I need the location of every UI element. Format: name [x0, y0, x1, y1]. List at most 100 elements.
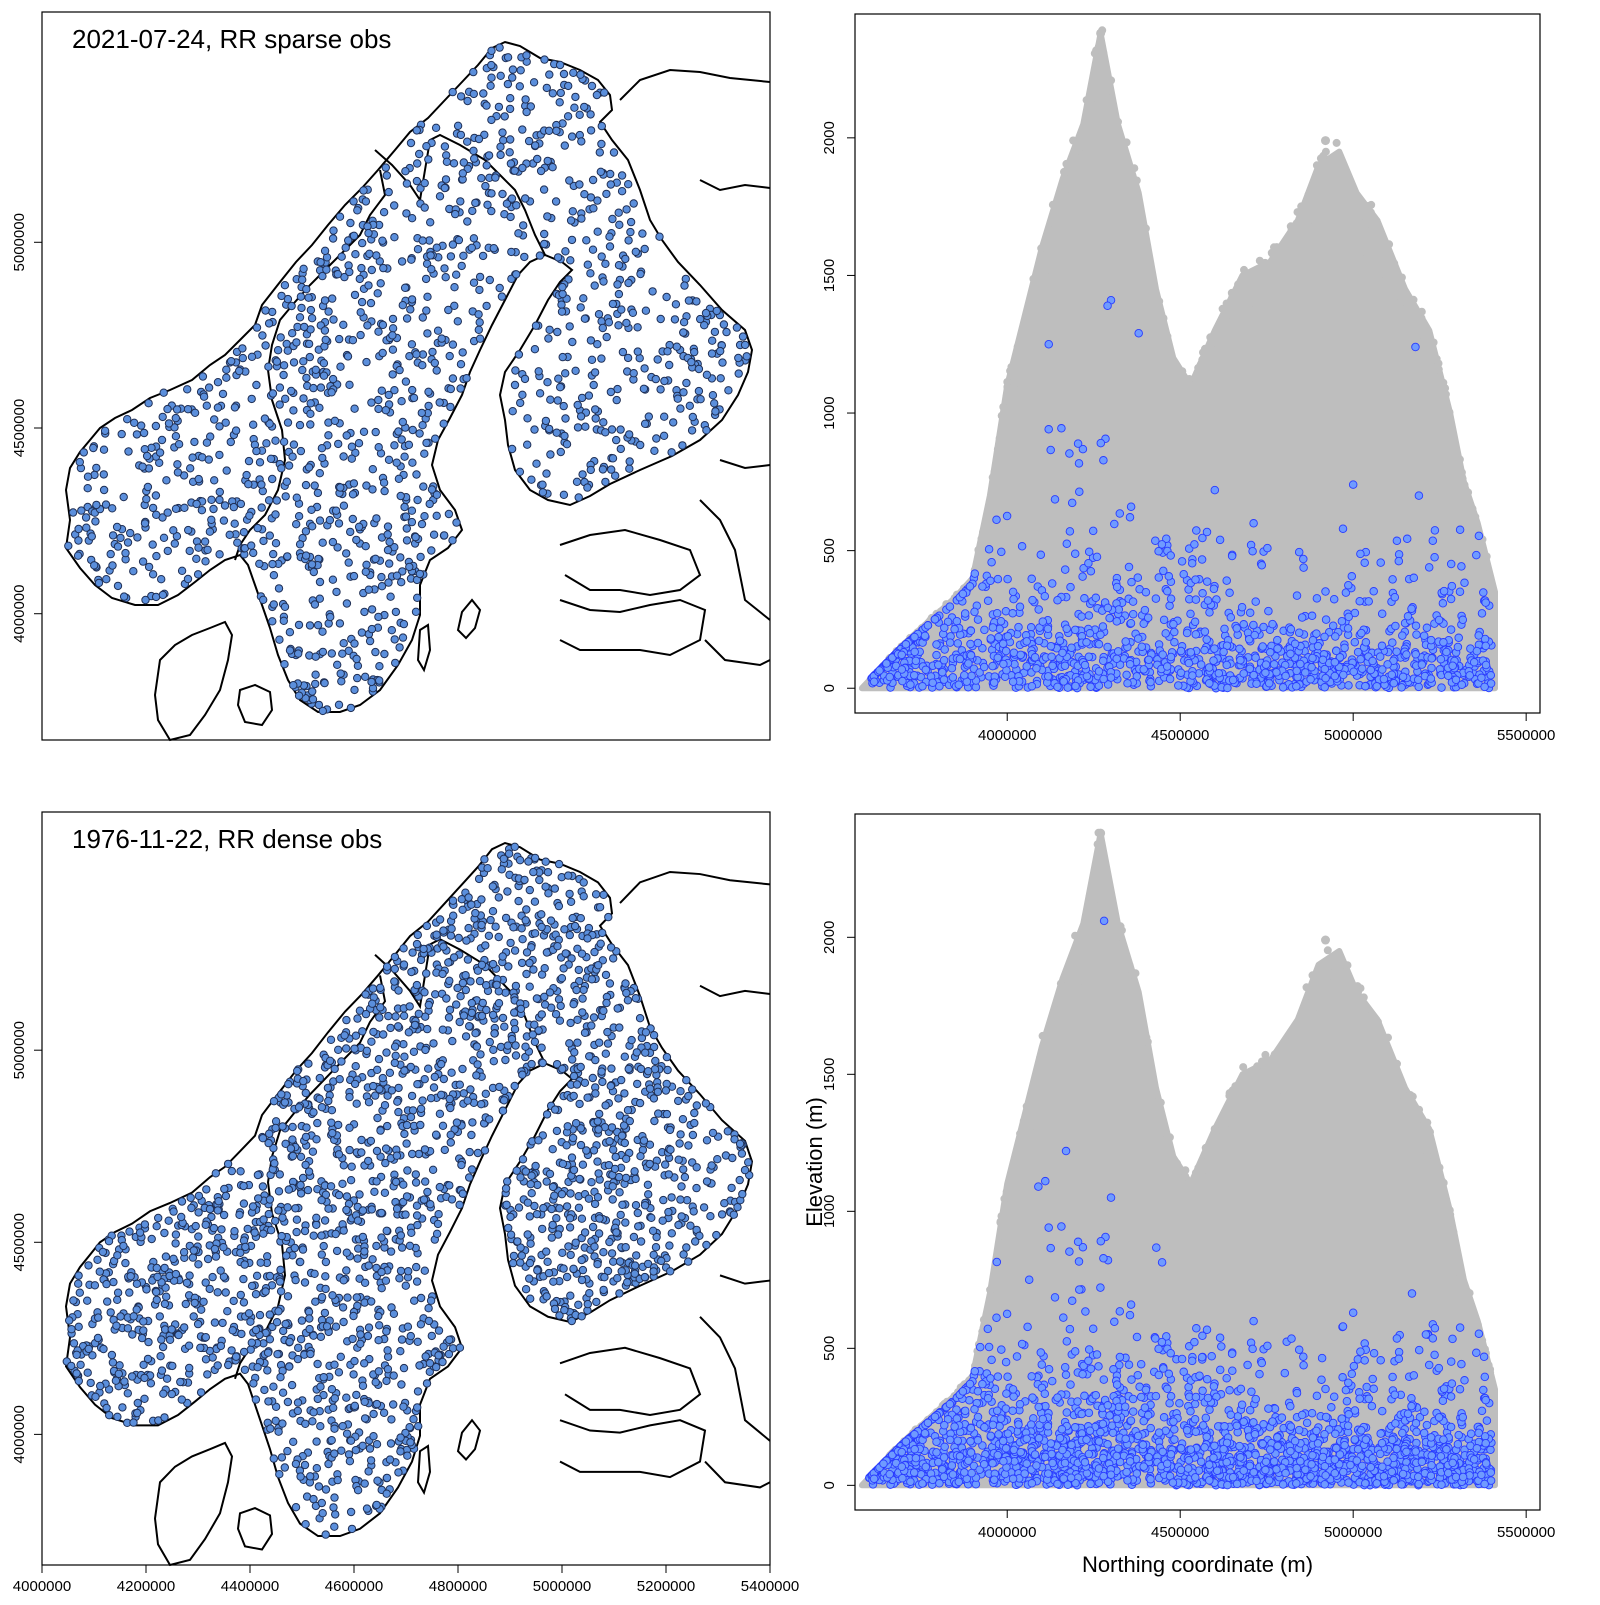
- station-point: [621, 1053, 628, 1060]
- grid-point: [1195, 382, 1203, 390]
- station-point: [319, 648, 326, 655]
- station-point: [569, 338, 576, 345]
- station-point: [236, 367, 243, 374]
- observation-point: [933, 641, 941, 649]
- station-point: [441, 184, 448, 191]
- station-point: [109, 505, 116, 512]
- station-point: [376, 677, 383, 684]
- station-point: [141, 520, 148, 527]
- station-point: [500, 855, 507, 862]
- station-point: [734, 1204, 741, 1211]
- station-point: [568, 236, 575, 243]
- station-point: [124, 539, 131, 546]
- station-point: [395, 475, 402, 482]
- station-point: [573, 478, 580, 485]
- grid-point: [1356, 232, 1364, 240]
- station-point: [480, 90, 487, 97]
- station-point: [498, 293, 505, 300]
- station-point: [297, 1258, 304, 1265]
- station-point: [270, 601, 277, 608]
- station-point: [599, 1078, 606, 1085]
- station-point: [141, 446, 148, 453]
- station-point: [290, 359, 297, 366]
- station-point: [458, 896, 465, 903]
- station-point: [475, 311, 482, 318]
- station-point: [378, 387, 385, 394]
- station-point: [507, 213, 514, 220]
- station-point: [440, 1075, 447, 1082]
- station-point: [354, 207, 361, 214]
- station-point: [350, 232, 357, 239]
- station-point: [251, 1229, 258, 1236]
- station-point: [729, 1154, 736, 1161]
- station-point: [546, 326, 553, 333]
- station-point: [612, 1153, 619, 1160]
- station-point: [336, 1076, 343, 1083]
- station-point: [668, 1194, 675, 1201]
- station-point: [321, 297, 328, 304]
- station-point: [554, 397, 561, 404]
- station-point: [253, 447, 260, 454]
- station-point: [539, 1225, 546, 1232]
- station-point: [605, 319, 612, 326]
- station-point: [139, 558, 146, 565]
- station-point: [622, 255, 629, 262]
- station-point: [156, 1313, 163, 1320]
- station-point: [439, 970, 446, 977]
- station-point: [453, 271, 460, 278]
- observation-point: [961, 610, 969, 618]
- station-point: [312, 680, 319, 687]
- station-point: [307, 1350, 314, 1357]
- station-point: [344, 353, 351, 360]
- station-point: [512, 367, 519, 374]
- station-point: [566, 323, 573, 330]
- station-point: [739, 333, 746, 340]
- grid-point: [990, 485, 998, 493]
- station-point: [361, 1415, 368, 1422]
- station-point: [476, 286, 483, 293]
- station-point: [320, 1374, 327, 1381]
- station-point: [495, 894, 502, 901]
- station-point: [267, 455, 274, 462]
- station-point: [558, 301, 565, 308]
- station-point: [400, 1364, 407, 1371]
- station-point: [541, 230, 548, 237]
- station-point: [183, 1279, 190, 1286]
- station-point: [399, 634, 406, 641]
- station-point: [266, 532, 273, 539]
- station-point: [241, 1261, 248, 1268]
- station-point: [445, 1350, 452, 1357]
- station-point: [309, 696, 316, 703]
- station-point: [406, 563, 413, 570]
- station-point: [645, 1068, 652, 1075]
- observation-point: [1415, 683, 1423, 691]
- station-point: [473, 1072, 480, 1079]
- station-point: [501, 1023, 508, 1030]
- station-point: [85, 1345, 92, 1352]
- station-point: [346, 268, 353, 275]
- station-point: [148, 444, 155, 451]
- station-point: [451, 284, 458, 291]
- grid-point: [1286, 261, 1294, 269]
- station-point: [298, 1317, 305, 1324]
- station-point: [294, 1355, 301, 1362]
- station-point: [596, 1215, 603, 1222]
- station-point: [282, 493, 289, 500]
- station-point: [736, 1176, 743, 1183]
- station-point: [243, 471, 250, 478]
- station-point: [329, 1129, 336, 1136]
- station-point: [223, 467, 230, 474]
- station-point: [141, 1374, 148, 1381]
- station-point: [543, 1248, 550, 1255]
- station-point: [567, 217, 574, 224]
- station-point: [602, 478, 609, 485]
- station-point: [579, 1161, 586, 1168]
- station-point: [336, 335, 343, 342]
- station-point: [373, 252, 380, 259]
- station-point: [397, 1434, 404, 1441]
- observation-point: [1129, 610, 1137, 618]
- station-point: [733, 324, 740, 331]
- y-tick-label: 5000000: [11, 213, 28, 271]
- station-point: [424, 293, 431, 300]
- observation-point: [1193, 527, 1201, 535]
